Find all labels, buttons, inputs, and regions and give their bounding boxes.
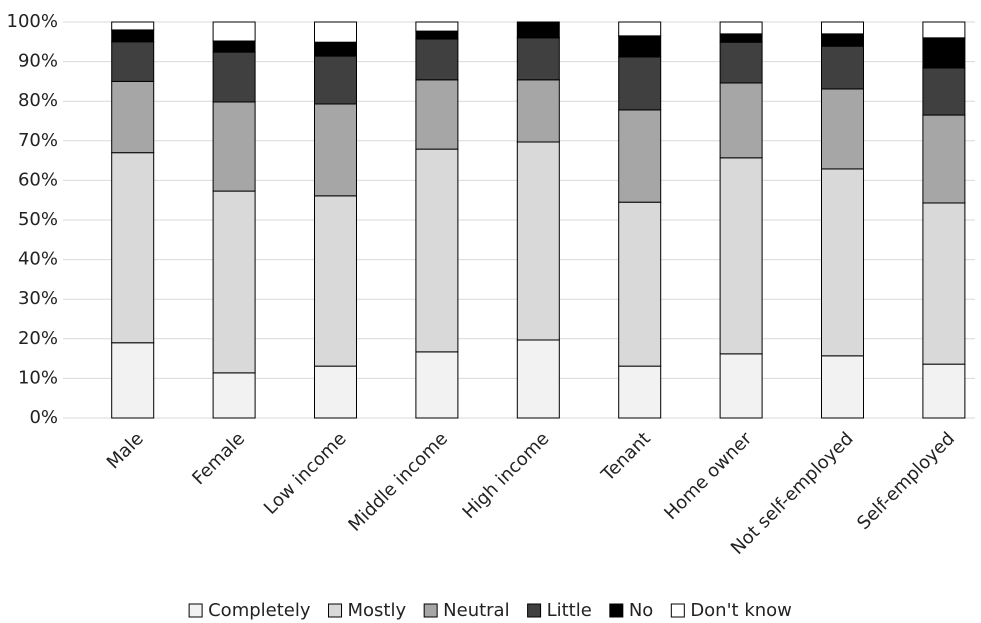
bar-segment: [719, 41, 763, 84]
bar-segment: [516, 141, 560, 341]
bar-segment: [922, 363, 966, 419]
y-tick-label: 50%: [18, 209, 58, 230]
bar-segment: [314, 365, 357, 419]
bar-segment: [314, 21, 357, 43]
bar-segment: [314, 55, 357, 105]
bar-segment: [922, 21, 966, 39]
bar-segment: [111, 29, 155, 43]
bar-segment: [922, 114, 966, 204]
bar-segment: [821, 88, 864, 170]
bar-segment: [719, 157, 763, 355]
legend-swatch: [328, 603, 343, 618]
legend-swatch: [670, 603, 685, 618]
bar-segment: [922, 202, 966, 365]
bar-segment: [821, 21, 864, 35]
legend-label: No: [629, 600, 653, 621]
bar-segment: [618, 56, 662, 111]
bar-segment: [618, 21, 662, 37]
y-tick-label: 80%: [18, 90, 58, 111]
bar-segment: [212, 372, 256, 419]
bar-segment: [212, 51, 256, 103]
bar-segment: [111, 41, 155, 82]
bar-segment: [516, 21, 560, 39]
x-tick-label: Male: [103, 428, 148, 473]
x-tick-label: Tenant: [597, 428, 655, 486]
y-tick-label: 90%: [18, 51, 58, 72]
legend-swatch: [527, 603, 542, 618]
legend-swatch: [423, 603, 438, 618]
bar-segment: [415, 30, 459, 40]
bar-segment: [618, 365, 662, 419]
legend-label: Little: [547, 600, 592, 621]
x-tick-label: Home owner: [660, 428, 756, 524]
bar-segment: [618, 35, 662, 58]
bar-segment: [516, 339, 560, 419]
bar-segment: [111, 80, 155, 154]
y-tick-label: 0%: [29, 407, 58, 428]
bar-segment: [111, 342, 155, 419]
bar-segment: [314, 195, 357, 367]
bar-segment: [618, 201, 662, 367]
y-tick-label: 40%: [18, 249, 58, 270]
x-tick-label: Low income: [260, 428, 351, 519]
bar-segment: [314, 103, 357, 197]
bar-segment: [516, 79, 560, 143]
bar-segment: [212, 40, 256, 53]
y-tick-label: 30%: [18, 288, 58, 309]
bar-segment: [922, 67, 966, 116]
bar-segment: [821, 168, 864, 357]
x-tick-label: Middle income: [344, 428, 452, 536]
bar-segment: [314, 41, 357, 57]
bar-segment: [516, 37, 560, 81]
bar-segment: [821, 45, 864, 90]
bar-segment: [821, 33, 864, 47]
x-tick-label: High income: [459, 428, 554, 523]
bar-segment: [415, 38, 459, 81]
bar-segment: [415, 351, 459, 419]
legend-label: Neutral: [443, 600, 509, 621]
bar-segment: [415, 79, 459, 150]
bar-segment: [111, 152, 155, 344]
bar-segment: [922, 37, 966, 69]
bar-segment: [719, 82, 763, 159]
bar-segment: [821, 355, 864, 419]
bar-segment: [212, 101, 256, 192]
y-tick-label: 20%: [18, 328, 58, 349]
legend: Completely Mostly Neutral Little No Don't kno…: [188, 600, 792, 621]
bar-segment: [618, 109, 662, 203]
legend-swatch: [609, 603, 624, 618]
y-tick-label: 60%: [18, 169, 58, 190]
bar-segment: [415, 148, 459, 353]
x-tick-label: Female: [188, 428, 249, 489]
legend-swatch: [188, 603, 203, 618]
y-tick-label: 100%: [7, 11, 58, 32]
bar-segment: [719, 33, 763, 43]
y-tick-label: 70%: [18, 130, 58, 151]
bar-segment: [719, 353, 763, 419]
x-tick-label: Self-employed: [853, 428, 959, 534]
legend-label: Completely: [208, 600, 311, 621]
y-tick-label: 10%: [18, 367, 58, 388]
bar-segment: [111, 21, 155, 31]
legend-label: Don't know: [690, 600, 792, 621]
bar-segment: [415, 21, 459, 32]
bar-segment: [212, 21, 256, 42]
legend-label: Mostly: [348, 600, 407, 621]
bar-segment: [212, 190, 256, 374]
bar-segment: [719, 21, 763, 35]
